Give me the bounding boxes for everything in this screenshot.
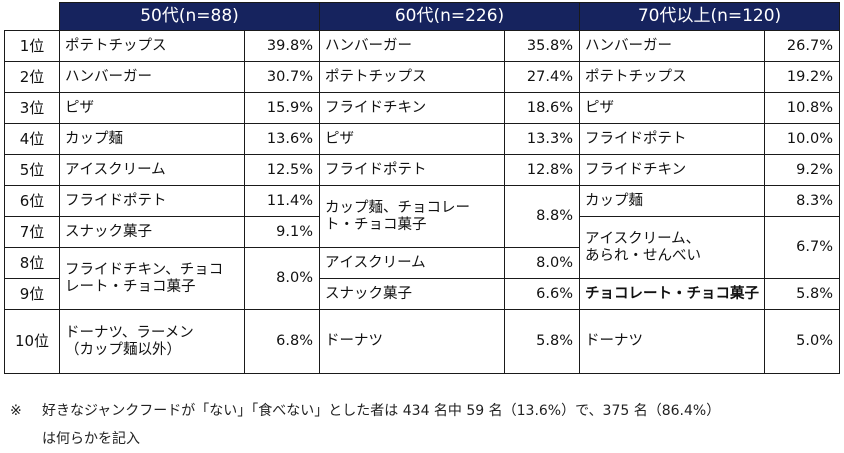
item-60s: カップ麺、チョコレー ト・チョコ菓子 (319, 185, 505, 248)
item-line: ト・チョコ菓子 (325, 216, 427, 233)
pct-50s: 13.6% (244, 123, 320, 155)
item-70s: カップ麺 (579, 185, 765, 217)
rank-label: 7位 (4, 216, 60, 248)
footnote-line-2: は何らかを記入 (42, 431, 140, 447)
header-70s: 70代以上(n=120) (579, 2, 840, 31)
pct-60s: 8.8% (504, 185, 580, 248)
pct-70s: 10.0% (764, 123, 840, 155)
item-50s: フライドポテト (59, 185, 245, 217)
pct-70s: 8.3% (764, 185, 840, 217)
item-50s: ピザ (59, 92, 245, 124)
table-row: 4位 カップ麺 13.6% ピザ 13.3% フライドポテト 10.0% (4, 123, 840, 155)
item-line: レート・チョコ菓子 (65, 278, 196, 295)
item-70s: ピザ (579, 92, 765, 124)
table-row: 2位 ハンバーガー 30.7% ポテトチップス 27.4% ポテトチップス 19… (4, 61, 840, 93)
item-50s: スナック菓子 (59, 216, 245, 248)
rank-label: 4位 (4, 123, 60, 155)
item-line: アイスクリーム、 (585, 230, 701, 247)
table-row: 6位 フライドポテト 11.4% カップ麺、チョコレー ト・チョコ菓子 8.8% … (4, 185, 840, 248)
pct-50s: 8.0% (244, 247, 320, 310)
item-60s: ポテトチップス (319, 61, 505, 93)
item-50s: ドーナツ、ラーメン （カップ麺以外） (59, 309, 245, 374)
item-70s: フライドポテト (579, 123, 765, 155)
pct-60s: 35.8% (504, 30, 580, 62)
table-row: 7位 スナック菓子 9.1% アイスクリーム、 あられ・せんべい 6.7% (4, 216, 840, 279)
pct-60s: 12.8% (504, 154, 580, 186)
pct-70s: 5.0% (764, 309, 840, 374)
table-row: 3位 ピザ 15.9% フライドチキン 18.6% ピザ 10.8% (4, 92, 840, 124)
pct-50s: 39.8% (244, 30, 320, 62)
item-70s: チョコレート・チョコ菓子 (579, 278, 765, 310)
item-70s: フライドチキン (579, 154, 765, 186)
pct-70s: 19.2% (764, 61, 840, 93)
footnote-mark: ※ (10, 403, 22, 419)
table-row: 1位 ポテトチップス 39.8% ハンバーガー 35.8% ハンバーガー 26.… (4, 30, 840, 62)
item-60s: ハンバーガー (319, 30, 505, 62)
item-60s: ピザ (319, 123, 505, 155)
rank-label: 5位 (4, 154, 60, 186)
pct-50s: 9.1% (244, 216, 320, 248)
header-row: 50代(n=88) 60代(n=226) 70代以上(n=120) (4, 2, 840, 31)
rank-label: 8位 (4, 247, 60, 279)
item-60s: ドーナツ (319, 309, 505, 374)
item-60s: スナック菓子 (319, 278, 505, 310)
item-70s: ポテトチップス (579, 61, 765, 93)
header-60s: 60代(n=226) (319, 2, 580, 31)
pct-50s: 30.7% (244, 61, 320, 93)
pct-50s: 12.5% (244, 154, 320, 186)
item-50s: ハンバーガー (59, 61, 245, 93)
pct-50s: 15.9% (244, 92, 320, 124)
ranking-table: 50代(n=88) 60代(n=226) 70代以上(n=120) 1位 ポテト… (4, 2, 840, 374)
pct-70s: 26.7% (764, 30, 840, 62)
rank-label: 6位 (4, 185, 60, 217)
pct-60s: 18.6% (504, 92, 580, 124)
item-line: フライドチキン、チョコ (65, 261, 224, 278)
pct-60s: 27.4% (504, 61, 580, 93)
rank-label: 3位 (4, 92, 60, 124)
pct-70s: 6.7% (764, 216, 840, 279)
item-50s: カップ麺 (59, 123, 245, 155)
pct-60s: 8.0% (504, 247, 580, 279)
footnote-text: 好きなジャンクフードが「ない」「食べない」とした者は 434 名中 59 名（1… (42, 403, 721, 419)
item-50s: フライドチキン、チョコ レート・チョコ菓子 (59, 247, 245, 310)
table-row: 5位 アイスクリーム 12.5% フライドポテト 12.8% フライドチキン 9… (4, 154, 840, 186)
footnote-line-1: ※ 好きなジャンクフードが「ない」「食べない」とした者は 434 名中 59 名（… (10, 397, 840, 425)
pct-70s: 9.2% (764, 154, 840, 186)
item-50s: ポテトチップス (59, 30, 245, 62)
item-line: あられ・せんべい (585, 247, 701, 264)
item-70s: アイスクリーム、 あられ・せんべい (579, 216, 765, 279)
rank-label: 9位 (4, 278, 60, 310)
item-line: （カップ麺以外） (65, 341, 181, 358)
item-60s: フライドポテト (319, 154, 505, 186)
rank-label: 1位 (4, 30, 60, 62)
item-line: カップ麺、チョコレー (325, 199, 470, 216)
item-line: ドーナツ、ラーメン (65, 324, 194, 341)
rank-label: 2位 (4, 61, 60, 93)
item-70s: ハンバーガー (579, 30, 765, 62)
table-row: 8位 フライドチキン、チョコ レート・チョコ菓子 8.0% アイスクリーム 8.0… (4, 247, 840, 310)
item-50s: アイスクリーム (59, 154, 245, 186)
pct-60s: 6.6% (504, 278, 580, 310)
pct-50s: 6.8% (244, 309, 320, 374)
pct-70s: 5.8% (764, 278, 840, 310)
item-70s: ドーナツ (579, 309, 765, 374)
item-60s: フライドチキン (319, 92, 505, 124)
pct-60s: 13.3% (504, 123, 580, 155)
item-60s: アイスクリーム (319, 247, 505, 279)
header-50s: 50代(n=88) (59, 2, 320, 31)
rank-label: 10位 (4, 309, 60, 374)
pct-50s: 11.4% (244, 185, 320, 217)
corner-cell (4, 2, 60, 31)
table-row: 10位 ドーナツ、ラーメン （カップ麺以外） 6.8% ドーナツ 5.8% ドーナ… (4, 309, 840, 374)
footnote: ※ 好きなジャンクフードが「ない」「食べない」とした者は 434 名中 59 名（… (10, 397, 840, 453)
pct-70s: 10.8% (764, 92, 840, 124)
pct-60s: 5.8% (504, 309, 580, 374)
